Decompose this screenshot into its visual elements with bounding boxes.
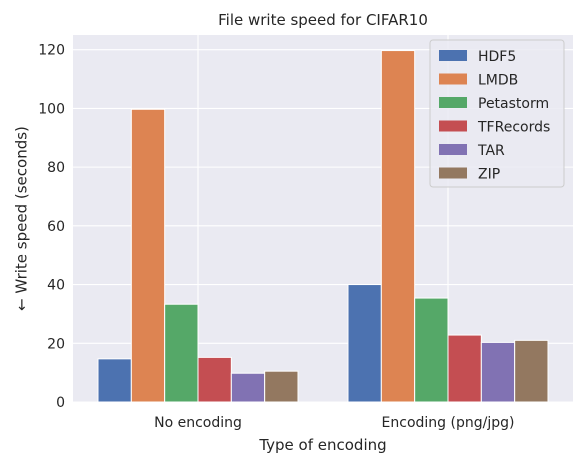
bar-zip-0: [264, 370, 299, 403]
bar-tar-1: [480, 341, 516, 403]
y-tick-label: 0: [56, 395, 65, 411]
x-tick-label: Encoding (png/jpg): [382, 415, 515, 431]
legend-swatch: [439, 97, 467, 108]
bar-tar-0: [230, 372, 266, 403]
legend-swatch: [439, 73, 467, 85]
legend: HDF5 LMDB Petastorm TFRecords TAR ZIP: [429, 39, 565, 188]
legend-swatch: [439, 167, 467, 179]
bar-tfrecords-0: [197, 356, 232, 403]
legend-label: LMDB: [478, 73, 518, 89]
legend-swatch: [439, 50, 467, 61]
x-tick-labels: No encoding Encoding (png/jpg): [154, 415, 514, 431]
legend-label: HDF5: [478, 49, 516, 65]
y-tick-label: 100: [38, 101, 65, 117]
legend-label: TAR: [477, 143, 505, 159]
x-tick-label: No encoding: [154, 415, 242, 431]
chart-title: File write speed for CIFAR10: [218, 11, 428, 29]
bar-tfrecords-1: [447, 334, 482, 403]
y-axis-title: ← Write speed (seconds): [13, 126, 31, 311]
bar-petastorm-0: [164, 303, 199, 403]
bar-hdf5-0: [97, 358, 132, 403]
legend-label: TFRecords: [477, 120, 550, 136]
y-tick-label: 40: [47, 278, 65, 294]
bar-lmdb-1: [380, 50, 416, 403]
legend-swatch: [439, 120, 467, 132]
legend-label: Petastorm: [478, 96, 549, 112]
y-tick-label: 80: [47, 160, 65, 176]
y-tick-label: 120: [38, 43, 65, 59]
y-tick-label: 20: [47, 336, 65, 352]
x-axis-title: Type of encoding: [258, 436, 386, 454]
y-tick-label: 60: [47, 219, 65, 235]
legend-label: ZIP: [478, 167, 500, 183]
y-tick-labels: 0 20 40 60 80 100 120: [38, 43, 65, 411]
bars: [97, 50, 549, 403]
bar-zip-1: [514, 339, 549, 403]
bar-lmdb-0: [130, 108, 166, 403]
bar-hdf5-1: [347, 284, 382, 403]
bar-petastorm-1: [414, 297, 449, 403]
legend-swatch: [439, 144, 467, 155]
